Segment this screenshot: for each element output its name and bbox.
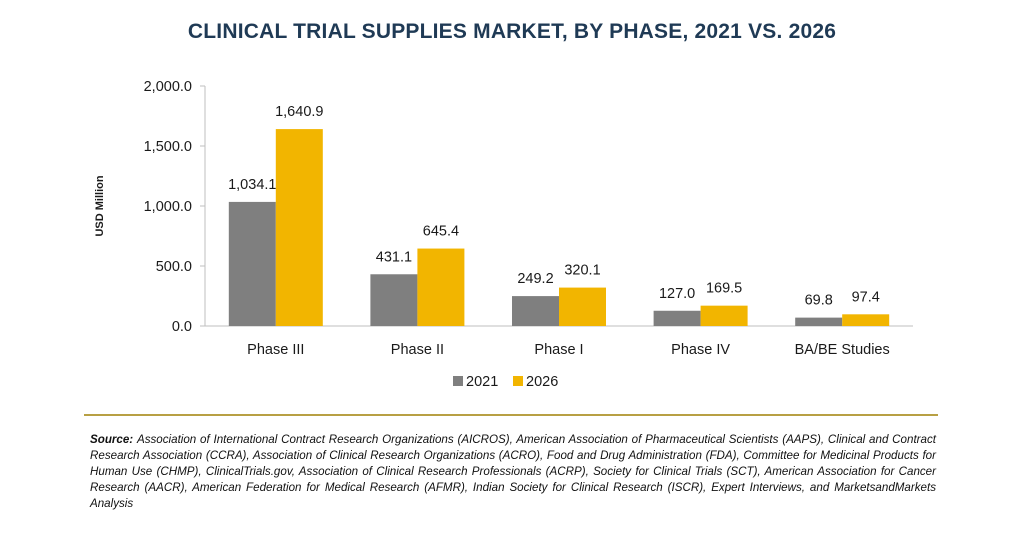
data-label: 1,640.9 [275, 104, 323, 120]
y-axis-title: USD Million [94, 175, 106, 236]
data-label: 249.2 [517, 271, 553, 287]
bar-2021 [370, 274, 418, 326]
x-tick-label: BA/BE Studies [795, 342, 890, 358]
data-label: 169.5 [706, 281, 742, 297]
x-tick-label: Phase IV [671, 342, 730, 358]
source-prefix: Source: [90, 433, 137, 446]
y-tick-label: 1,500.0 [144, 139, 192, 155]
bar-2026 [275, 129, 323, 326]
legend-label: 2021 [466, 374, 498, 390]
bar-2026 [842, 314, 890, 326]
data-label: 1,034.1 [228, 177, 276, 193]
data-label: 320.1 [564, 263, 600, 279]
x-tick-label: Phase II [391, 342, 444, 358]
chart-title: CLINICAL TRIAL SUPPLIES MARKET, BY PHASE… [187, 20, 837, 43]
data-label: 127.0 [659, 286, 695, 302]
data-label: 97.4 [852, 289, 880, 305]
bar-chart: 2,000.0 1,500.0 1,000.0 500.0 0.0 USD Million… [84, 79, 938, 416]
legend-swatch-2026 [513, 376, 523, 386]
y-tick-label: 500.0 [156, 259, 192, 275]
data-label: 431.1 [376, 249, 412, 265]
bar-2026 [700, 305, 748, 326]
y-tick-label: 1,000.0 [144, 199, 192, 215]
source-text: Association of International Contract Re… [90, 433, 936, 510]
bar-2026 [559, 287, 606, 326]
bar-2021 [512, 296, 559, 326]
legend-label: 2026 [526, 374, 558, 390]
source-note: Source: Association of International Con… [90, 432, 936, 512]
bar-2026 [417, 248, 465, 326]
bar-2021 [795, 317, 843, 326]
y-tick-label: 0.0 [172, 319, 192, 335]
x-tick-label: Phase I [534, 342, 583, 358]
legend-swatch-2021 [453, 376, 463, 386]
bar-2021 [653, 310, 701, 326]
data-label: 69.8 [805, 293, 833, 309]
bar-2021 [228, 201, 276, 326]
x-tick-label: Phase III [247, 342, 304, 358]
y-tick-label: 2,000.0 [144, 79, 192, 95]
data-label: 645.4 [423, 224, 459, 240]
